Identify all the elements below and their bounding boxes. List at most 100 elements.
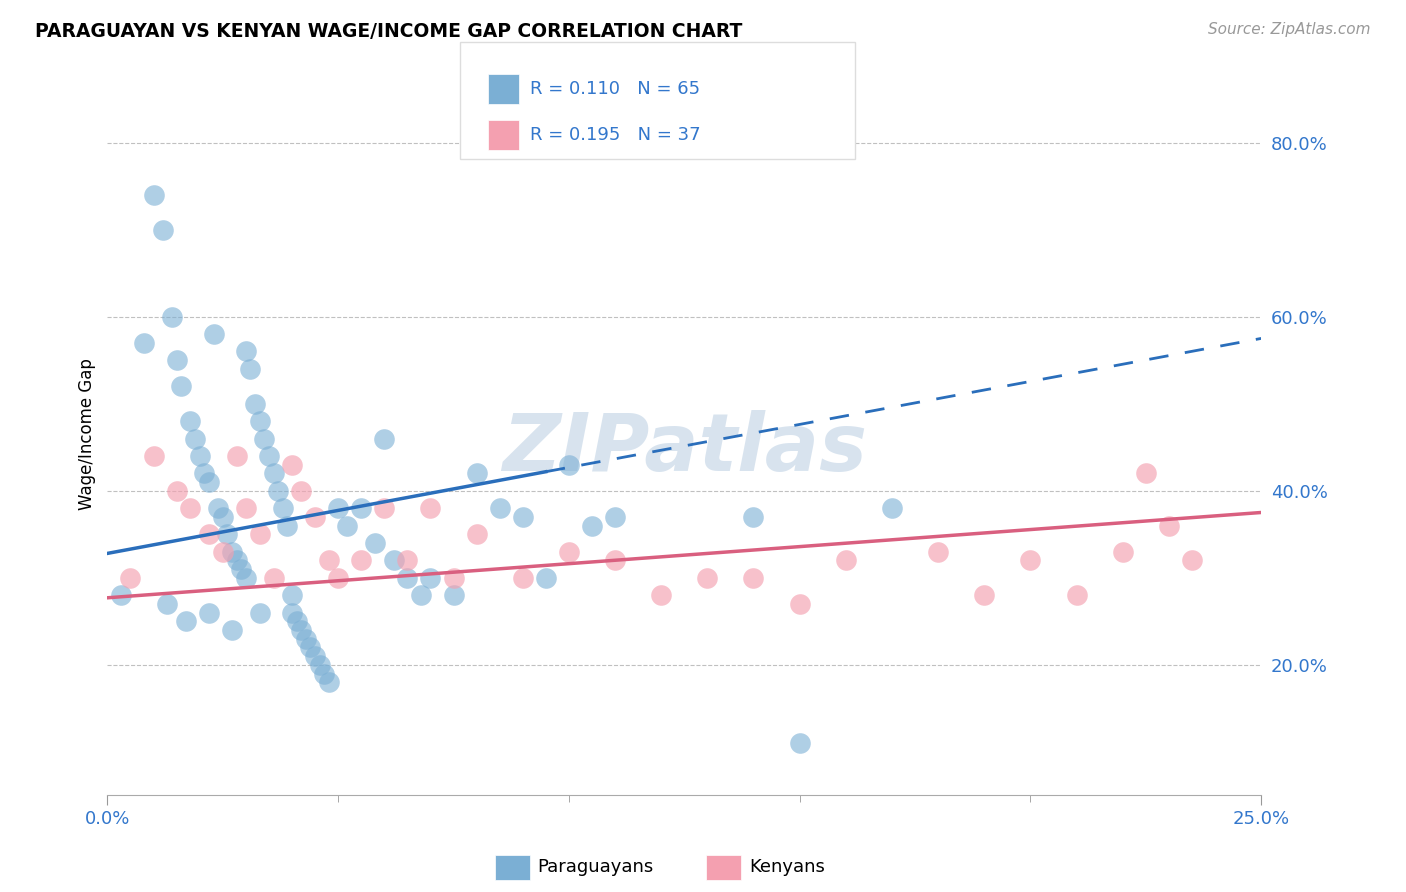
Point: [221, 544, 243, 558]
Point: [249, 606, 271, 620]
Point: [263, 571, 285, 585]
Point: [304, 649, 326, 664]
Text: Kenyans: Kenyans: [749, 858, 825, 876]
Point: [465, 467, 488, 481]
Text: R = 0.110   N = 65: R = 0.110 N = 65: [530, 80, 700, 98]
Point: [411, 588, 433, 602]
Point: [156, 597, 179, 611]
Point: [742, 509, 765, 524]
Point: [373, 432, 395, 446]
Point: [350, 501, 373, 516]
Point: [221, 623, 243, 637]
Point: [318, 675, 340, 690]
Point: [382, 553, 405, 567]
Point: [166, 483, 188, 498]
Point: [419, 501, 441, 516]
Point: [170, 379, 193, 393]
Point: [336, 518, 359, 533]
Point: [789, 736, 811, 750]
Point: [142, 449, 165, 463]
Point: [512, 509, 534, 524]
Point: [581, 518, 603, 533]
Point: [304, 509, 326, 524]
Point: [166, 353, 188, 368]
Point: [789, 597, 811, 611]
Text: R = 0.195   N = 37: R = 0.195 N = 37: [530, 126, 700, 145]
Point: [650, 588, 672, 602]
Point: [257, 449, 280, 463]
Point: [558, 544, 581, 558]
Point: [396, 571, 419, 585]
Point: [742, 571, 765, 585]
Point: [235, 571, 257, 585]
Point: [603, 553, 626, 567]
Point: [188, 449, 211, 463]
Point: [249, 527, 271, 541]
Point: [419, 571, 441, 585]
Point: [235, 344, 257, 359]
Point: [225, 553, 247, 567]
Point: [281, 458, 304, 472]
Point: [835, 553, 858, 567]
Point: [1066, 588, 1088, 602]
Point: [110, 588, 132, 602]
Point: [880, 501, 903, 516]
Point: [179, 501, 201, 516]
Point: [198, 475, 221, 489]
Point: [263, 467, 285, 481]
Point: [134, 335, 156, 350]
Point: [927, 544, 949, 558]
Point: [326, 501, 349, 516]
Point: [271, 501, 294, 516]
Point: [249, 414, 271, 428]
Point: [295, 632, 318, 646]
Point: [193, 467, 215, 481]
Point: [267, 483, 290, 498]
Point: [276, 518, 298, 533]
Point: [235, 501, 257, 516]
Point: [152, 222, 174, 236]
Point: [198, 527, 221, 541]
Point: [396, 553, 419, 567]
Y-axis label: Wage/Income Gap: Wage/Income Gap: [79, 359, 96, 510]
Text: PARAGUAYAN VS KENYAN WAGE/INCOME GAP CORRELATION CHART: PARAGUAYAN VS KENYAN WAGE/INCOME GAP COR…: [35, 22, 742, 41]
Point: [202, 327, 225, 342]
Point: [465, 527, 488, 541]
Point: [174, 615, 197, 629]
Point: [443, 588, 465, 602]
Point: [231, 562, 253, 576]
Point: [243, 397, 266, 411]
Point: [217, 527, 239, 541]
Point: [285, 615, 308, 629]
Point: [350, 553, 373, 567]
Point: [318, 553, 340, 567]
Point: [1181, 553, 1204, 567]
Point: [558, 458, 581, 472]
Point: [1111, 544, 1133, 558]
Text: Source: ZipAtlas.com: Source: ZipAtlas.com: [1208, 22, 1371, 37]
Point: [314, 666, 336, 681]
Point: [120, 571, 142, 585]
Point: [973, 588, 995, 602]
Point: [326, 571, 349, 585]
Point: [160, 310, 183, 324]
Point: [308, 657, 330, 672]
Point: [488, 501, 510, 516]
Point: [184, 432, 207, 446]
Point: [281, 588, 304, 602]
Point: [534, 571, 557, 585]
Point: [512, 571, 534, 585]
Point: [290, 483, 312, 498]
Point: [198, 606, 221, 620]
Point: [225, 449, 247, 463]
Point: [299, 640, 322, 655]
Point: [1135, 467, 1157, 481]
Point: [142, 187, 165, 202]
Point: [1157, 518, 1180, 533]
Point: [211, 509, 233, 524]
Point: [253, 432, 276, 446]
Point: [239, 362, 262, 376]
Point: [373, 501, 395, 516]
Point: [207, 501, 229, 516]
Point: [364, 536, 387, 550]
